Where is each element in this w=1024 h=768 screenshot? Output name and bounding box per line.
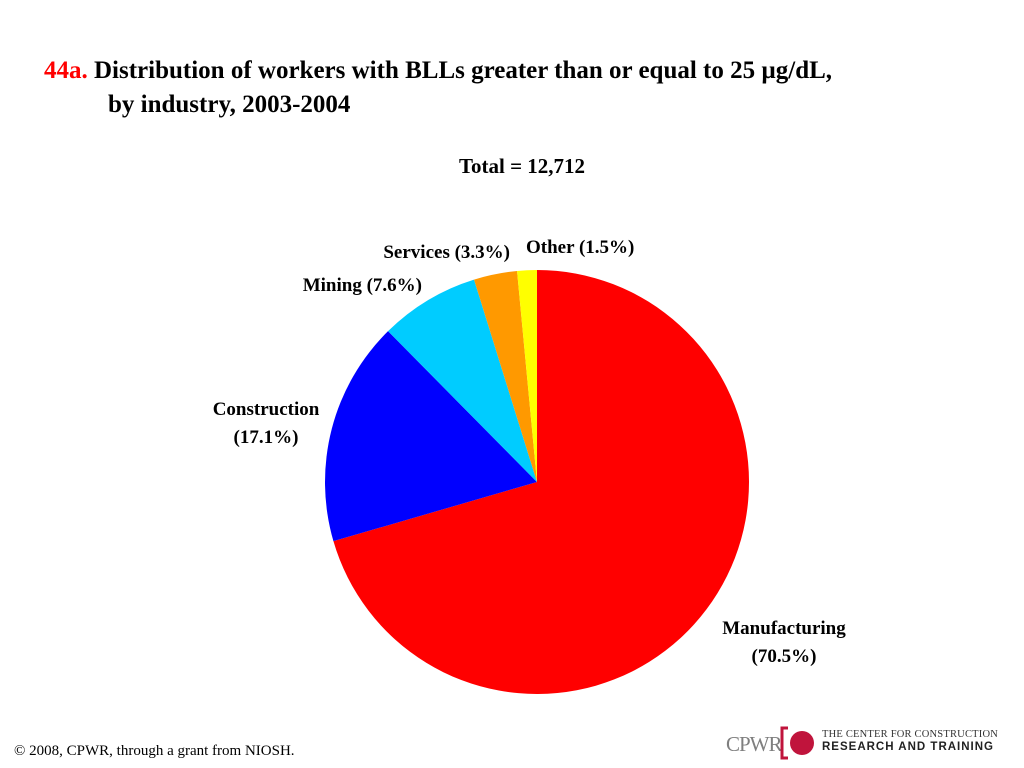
title-line-2: by industry, 2003-2004	[108, 91, 351, 118]
pie-slice-other	[517, 270, 537, 482]
logo-abbreviation: CPWR	[726, 732, 783, 756]
slice-label-services: Services (3.3%)	[383, 242, 510, 263]
slice-label-manufacturing: Manufacturing (70.5%)	[722, 618, 846, 667]
logo-mark-icon	[780, 726, 814, 760]
copyright-footer: © 2008, CPWR, through a grant from NIOSH…	[14, 743, 295, 759]
slice-label-construction: Construction (17.1%)	[213, 399, 320, 448]
pie-slice-manufacturing	[333, 270, 750, 695]
figure-number: 44a.	[44, 57, 88, 84]
logo-line-1: THE CENTER FOR CONSTRUCTION	[822, 729, 999, 740]
chart-title: 44a. Distribution of workers with BLLs g…	[44, 54, 1004, 122]
slice-label-other: Other (1.5%)	[526, 237, 634, 258]
logo-line-2: RESEARCH AND TRAINING	[822, 741, 994, 753]
cpwr-logo: CPWR THE CENTER FOR CONSTRUCTION RESEARC…	[724, 722, 1014, 762]
pie-slice-services	[474, 270, 537, 482]
slice-label-mining: Mining (7.6%)	[303, 275, 422, 296]
title-line-1: Distribution of workers with BLLs greate…	[94, 57, 833, 84]
pie-slice-mining	[388, 279, 537, 482]
chart-subtitle: Total = 12,712	[458, 154, 586, 178]
pie-slice-construction	[325, 331, 537, 542]
